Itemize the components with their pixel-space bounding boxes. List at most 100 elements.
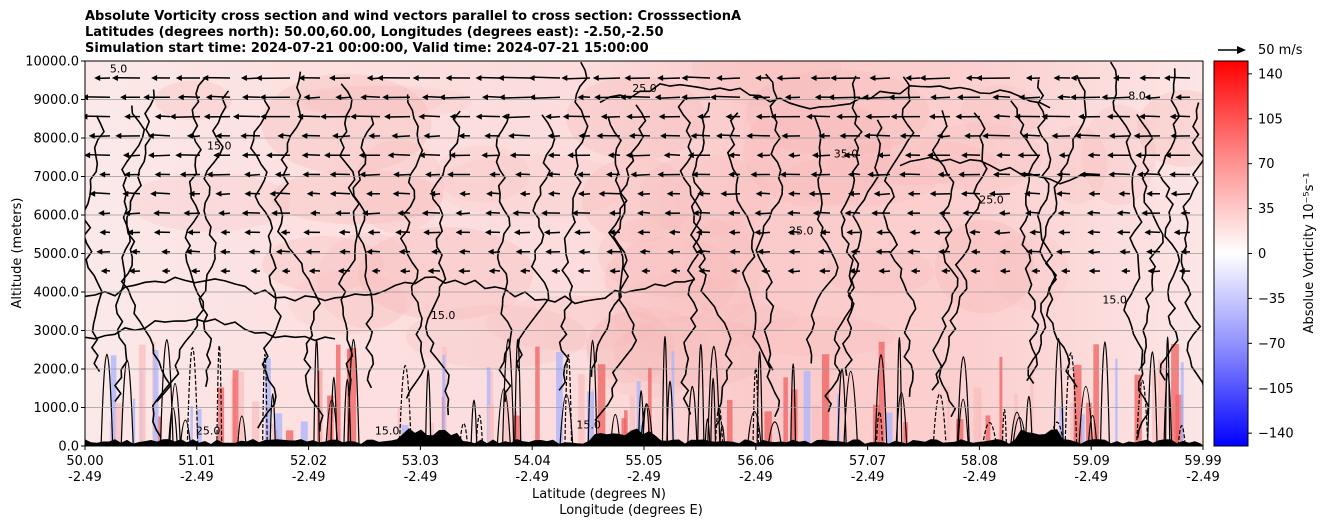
- wind-vector: [808, 190, 831, 197]
- wind-vector: [215, 132, 231, 139]
- wind-vector: [244, 229, 261, 236]
- colorbar-tick-label: −140: [1258, 427, 1294, 442]
- vorticity-patch: [128, 172, 291, 232]
- wind-vector: [691, 171, 711, 178]
- wind-vector: [941, 268, 951, 274]
- colorbar-tick-label: −105: [1258, 382, 1294, 397]
- wind-vector: [1116, 229, 1131, 236]
- x-axis: 50.00-2.4951.01-2.4952.02-2.4953.03-2.49…: [66, 446, 1222, 485]
- wind-vector: [99, 229, 111, 236]
- vorticity-patch: [357, 226, 534, 321]
- contour-line: [1136, 379, 1149, 446]
- vorticity-patch: [604, 236, 739, 323]
- wind-vector: [728, 229, 741, 236]
- wind-vector: [175, 152, 201, 159]
- low-level-vorticity-streak: [428, 422, 434, 446]
- wind-vector: [123, 171, 141, 178]
- y-tick-label: 7000.0: [34, 170, 80, 185]
- wind-vector: [190, 268, 201, 274]
- low-level-vorticity-streak: [327, 395, 334, 446]
- vorticity-patch: [405, 304, 588, 369]
- x-tick-label-longitude: -2.49: [963, 470, 997, 485]
- wind-vector: [681, 75, 711, 81]
- contour-line: [697, 344, 705, 446]
- wind-vector: [481, 152, 501, 159]
- wind-vector: [183, 210, 201, 217]
- contour-line: [502, 338, 515, 446]
- wind-vector: [271, 210, 291, 217]
- wind-vector: [670, 268, 681, 274]
- contour-label: 5.0: [110, 63, 128, 76]
- x-tick-label-longitude: -2.49: [515, 470, 549, 485]
- wind-vector: [244, 190, 261, 197]
- wind-vector: [936, 132, 951, 139]
- wind-vector: [1107, 152, 1131, 159]
- wind-vector: [427, 268, 441, 274]
- wind-vector: [485, 210, 501, 217]
- wind-vector: [812, 152, 831, 159]
- wind-vector: [350, 113, 381, 120]
- wind-vector: [927, 152, 951, 159]
- contour-label: 15.0: [576, 419, 601, 432]
- wind-vector: [458, 132, 471, 139]
- wind-vector: [596, 132, 621, 139]
- vorticity-patch: [1046, 125, 1108, 204]
- contour-line: [932, 393, 947, 446]
- contour-line: [216, 345, 223, 446]
- wind-vector: [697, 113, 711, 120]
- wind-vector: [637, 190, 651, 197]
- wind-vector: [126, 229, 141, 236]
- wind-vector: [1113, 75, 1131, 81]
- low-level-vorticity-streak: [1134, 374, 1142, 446]
- low-level-vorticity-streak: [1081, 414, 1085, 446]
- wind-vector: [625, 152, 651, 159]
- wind-vector: [710, 94, 741, 101]
- low-level-vorticity-streak: [556, 352, 563, 446]
- contour-line: [895, 392, 908, 446]
- wind-vector: [1175, 94, 1191, 101]
- contour-line: [1027, 79, 1057, 384]
- wind-vector: [545, 248, 561, 255]
- contour-line: [100, 353, 114, 446]
- wind-vector: [1121, 268, 1131, 274]
- low-level-vorticity-streak: [110, 355, 117, 446]
- wind-vector: [1146, 190, 1161, 197]
- low-level-vorticity-streak: [587, 391, 594, 446]
- wind-vector: [1051, 132, 1071, 139]
- wind-vector: [248, 248, 261, 255]
- wind-vector: [637, 229, 651, 236]
- wind-vector: [989, 190, 1011, 197]
- wind-vector: [89, 190, 111, 197]
- contour-line: [179, 419, 192, 446]
- contour-line: [767, 421, 782, 446]
- wind-vector: [663, 152, 681, 159]
- contour-line: [186, 347, 199, 446]
- wind-vector: [188, 190, 201, 197]
- wind-vector: [750, 171, 771, 178]
- vorticity-patch: [270, 169, 444, 225]
- contour-label: 25.0: [632, 82, 657, 95]
- wind-vector: [377, 75, 411, 81]
- wind-vector: [484, 229, 501, 236]
- contour-line: [931, 110, 959, 391]
- wind-vector: [654, 94, 681, 101]
- wind-vector: [232, 113, 261, 120]
- wind-vector: [964, 132, 981, 139]
- wind-vector: [787, 268, 801, 274]
- wind-vector: [445, 75, 471, 81]
- wind-vector: [519, 268, 531, 274]
- wind-vector: [910, 268, 921, 274]
- colorbar-gradient: [1213, 60, 1249, 447]
- low-level-vorticity-streak: [232, 370, 239, 446]
- low-level-vorticity-streak: [636, 381, 641, 446]
- x-tick-label-latitude: 59.09: [1073, 454, 1110, 469]
- contour-line: [956, 356, 970, 446]
- contour-line: [330, 376, 338, 446]
- wind-vector: [755, 190, 771, 197]
- wind-vector: [85, 94, 111, 101]
- contour-line: [313, 339, 320, 446]
- low-level-vorticity-streak: [648, 367, 652, 446]
- wind-vector: [1053, 75, 1071, 81]
- x-tick-label-latitude: 56.06: [737, 454, 774, 469]
- wind-vector: [1170, 190, 1191, 197]
